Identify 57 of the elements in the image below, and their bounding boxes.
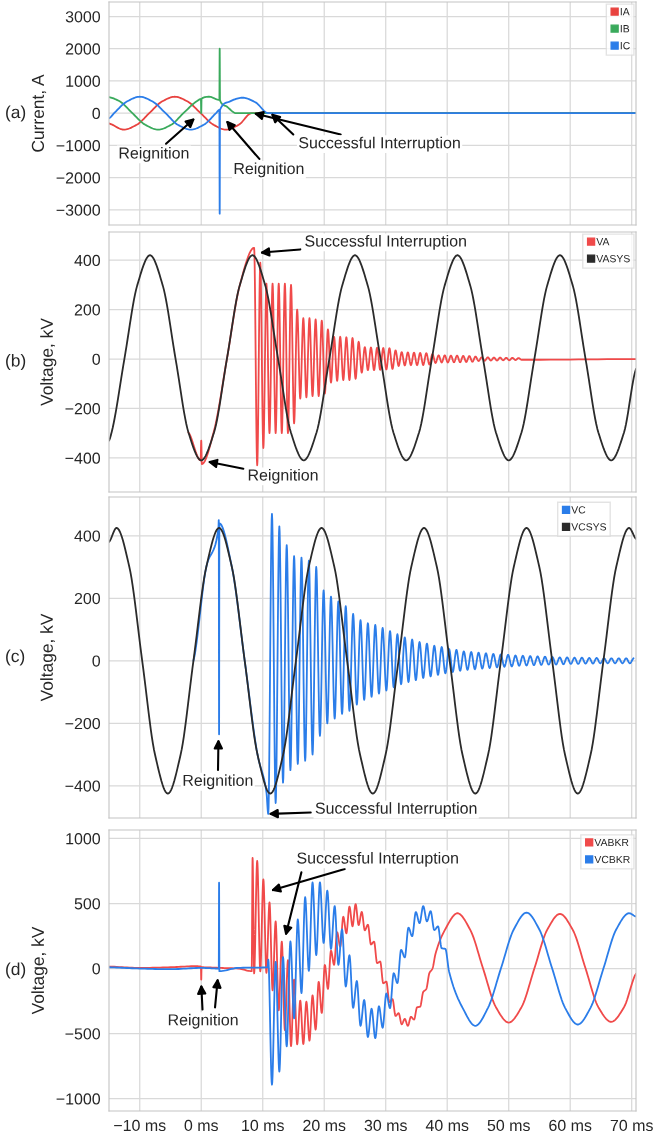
annotation: Successful Interruption: [299, 136, 460, 152]
y-axis-title: Voltage, kV: [40, 613, 57, 702]
y-tick-label: 400: [74, 254, 101, 267]
x-tick-label: 30 ms: [364, 1119, 407, 1132]
y-tick-label: 0: [92, 107, 101, 120]
text: (b): [6, 353, 26, 371]
legend-label: VA: [596, 238, 610, 246]
y-tick-label: 1000: [66, 833, 101, 845]
y-tick-label: 200: [74, 304, 101, 316]
y-axis-title: Current, A: [31, 74, 47, 152]
y-tick-label: 0: [92, 963, 101, 975]
y-tick-label: 0: [92, 353, 101, 365]
y-tick-label: 2000: [65, 43, 101, 55]
y-axis-title: Voltage, kV: [40, 318, 57, 406]
y-tick-label: −3000: [56, 204, 101, 216]
x-tick-label: 70 ms: [610, 1119, 653, 1132]
y-tick-label: −2000: [56, 172, 101, 184]
x-tick-label: 10 ms: [242, 1119, 284, 1132]
y-tick-label: 200: [74, 592, 101, 605]
annotation: Successful Interruption: [315, 802, 477, 818]
annotation: Reignition: [168, 1013, 238, 1029]
y-tick-label: −1000: [56, 1093, 101, 1105]
y-tick-label: −400: [65, 780, 101, 792]
y-tick-label: −500: [65, 1028, 101, 1040]
y-tick-label: 500: [74, 898, 101, 910]
annotation: Reignition: [183, 774, 253, 790]
x-tick-label: 40 ms: [425, 1119, 469, 1132]
x-tick-label: 20 ms: [303, 1119, 346, 1132]
y-tick-label: 3000: [65, 11, 101, 23]
text: (d): [6, 962, 26, 979]
y-axis-title: Voltage, kV: [31, 926, 48, 1015]
y-tick-label: −200: [65, 403, 101, 415]
y-tick-label: 0: [92, 655, 101, 667]
y-tick-label: −400: [65, 452, 101, 464]
x-tick-label: −10 ms: [114, 1119, 166, 1132]
y-tick-label: 400: [74, 530, 101, 542]
y-tick-label: −200: [65, 717, 101, 730]
legend-label: VCSYS: [571, 523, 607, 531]
y-tick-label: 1000: [66, 75, 101, 87]
text: (a): [6, 105, 26, 122]
legend-label: IA: [620, 8, 630, 16]
legend-label: IC: [620, 42, 630, 50]
legend-label: VASYS: [596, 255, 630, 263]
text: (c): [6, 649, 25, 666]
annotation: Successful Interruption: [305, 234, 466, 250]
x-tick-label: 60 ms: [549, 1119, 592, 1132]
legend-label: IB: [620, 25, 630, 33]
legend-label: VCBKR: [594, 855, 630, 864]
annotation: Reignition: [234, 162, 304, 178]
x-tick-label: 0 ms: [184, 1119, 218, 1132]
legend-label: VABKR: [594, 838, 629, 847]
legend-label: VC: [571, 506, 586, 514]
annotation: Reignition: [248, 468, 318, 484]
y-tick-label: −1000: [56, 140, 101, 152]
x-tick-label: 50 ms: [487, 1119, 530, 1132]
annotation: Successful Interruption: [297, 851, 458, 867]
annotation: Reignition: [119, 146, 189, 162]
